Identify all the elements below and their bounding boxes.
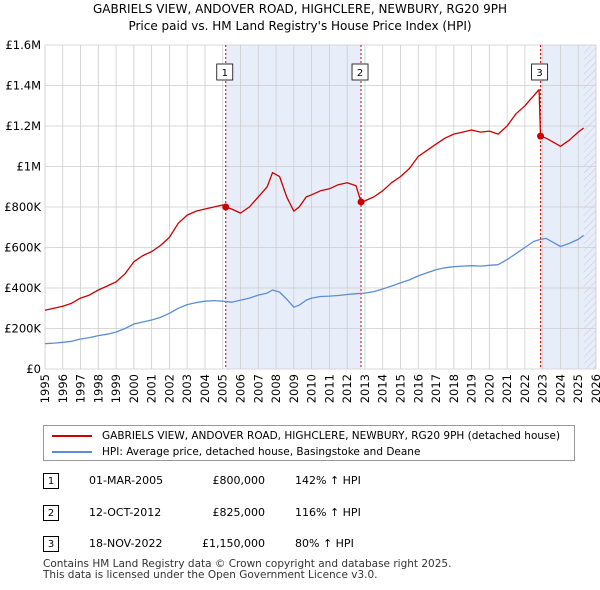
transaction-row: 3 18-NOV-2022 £1,150,000 80% ↑ HPI: [43, 536, 583, 556]
transaction-row: 2 12-OCT-2012 £825,000 116% ↑ HPI: [43, 505, 583, 525]
x-tick-label: 2025: [571, 374, 585, 403]
chart-title: GABRIELS VIEW, ANDOVER ROAD, HIGHCLERE, …: [92, 2, 508, 16]
price-chart: £0 £200K £400K £600K £800K £1M £1.2M £1.4M £1.6M…: [4, 38, 600, 403]
legend-item-hpi: HPI: Average price, detached house, Basi…: [52, 444, 420, 460]
x-tick-label: 2003: [180, 374, 194, 403]
sale-point: [357, 198, 365, 206]
x-tick-label: 2012: [340, 374, 354, 403]
legend-label-hpi: HPI: Average price, detached house, Basi…: [102, 446, 421, 458]
y-tick-label: £1.6M: [5, 38, 41, 52]
x-tick-label: 2009: [287, 374, 301, 403]
series-line-property: [44, 88, 584, 311]
legend-swatch-property: [52, 435, 92, 437]
x-tick-label: 2000: [127, 374, 141, 403]
x-tick-label: 2020: [482, 374, 496, 403]
x-tick-label: 2006: [234, 374, 248, 403]
x-tick-label: 1997: [74, 374, 88, 403]
sale-point: [537, 132, 545, 140]
x-tick-label: 2014: [376, 374, 390, 403]
x-tick-label: 1998: [91, 374, 105, 403]
x-tick-label: 2018: [447, 374, 461, 403]
transaction-price: £1,150,000: [202, 537, 265, 550]
y-tick-label: £200K: [4, 322, 41, 336]
transaction-hpi: 80% ↑ HPI: [295, 537, 354, 550]
x-tick-label: 2011: [322, 374, 336, 403]
transaction-date: 01-MAR-2005: [89, 474, 164, 487]
legend-label-property: GABRIELS VIEW, ANDOVER ROAD, HIGHCLERE, …: [102, 430, 561, 442]
x-tick-label: 2015: [393, 374, 407, 403]
sale-point: [222, 203, 230, 211]
x-tick-label: 2021: [500, 374, 514, 403]
transaction-number: 2: [43, 505, 59, 521]
x-tick-label: 2013: [358, 374, 372, 403]
legend-swatch-hpi: [52, 451, 92, 453]
transaction-number: 1: [43, 473, 59, 489]
footer-licence: This data is licensed under the Open Gov…: [43, 569, 378, 581]
x-tick-label: 2022: [518, 374, 532, 403]
sale-label: 3: [536, 68, 542, 79]
chart-subtitle: Price paid vs. HM Land Registry's House …: [128, 19, 472, 33]
x-tick-label: 2026: [589, 374, 600, 403]
x-tick-label: 1995: [38, 374, 52, 403]
transaction-date: 18-NOV-2022: [89, 537, 163, 550]
transaction-hpi: 116% ↑ HPI: [295, 506, 361, 519]
y-tick-label: £400K: [4, 281, 41, 295]
y-tick-label: £600K: [4, 241, 41, 255]
x-tick-label: 2008: [269, 374, 283, 403]
x-tick-label: 2019: [465, 374, 479, 403]
y-tick-label: £800K: [4, 200, 41, 214]
x-tick-label: 2017: [429, 374, 443, 403]
sale-label-box: [531, 63, 548, 81]
transaction-row: 1 01-MAR-2005 £800,000 142% ↑ HPI: [43, 473, 583, 493]
x-tick-label: 2002: [162, 374, 176, 403]
footer: Contains HM Land Registry data © Crown c…: [43, 559, 451, 581]
transaction-date: 12-OCT-2012: [89, 506, 162, 519]
x-tick-label: 2005: [216, 374, 230, 403]
x-tick-label: 1999: [109, 374, 123, 403]
legend-item-property: GABRIELS VIEW, ANDOVER ROAD, HIGHCLERE, …: [52, 428, 560, 444]
x-tick-label: 2001: [145, 374, 159, 403]
y-tick-label: £1.4M: [5, 79, 41, 93]
transaction-price: £800,000: [212, 474, 266, 487]
transaction-price: £825,000: [212, 506, 266, 519]
x-tick-label: 1996: [56, 374, 70, 403]
y-tick-label: £0: [26, 362, 41, 376]
y-tick-label: £1M: [16, 160, 41, 174]
footer-copyright: Contains HM Land Registry data © Crown c…: [43, 558, 452, 570]
x-tick-label: 2024: [553, 374, 567, 403]
x-tick-label: 2007: [251, 374, 265, 403]
x-tick-label: 2004: [198, 374, 212, 403]
x-tick-label: 2023: [536, 374, 550, 403]
sale-label-box: [351, 63, 369, 81]
transaction-hpi: 142% ↑ HPI: [295, 474, 361, 487]
sale-label-box: [216, 63, 234, 81]
transaction-number: 3: [43, 536, 59, 552]
series-line-hpi: [44, 234, 584, 345]
sale-label: 1: [222, 68, 228, 79]
y-tick-label: £1.2M: [5, 119, 41, 133]
sale-label: 2: [357, 68, 363, 79]
x-tick-label: 2016: [411, 374, 425, 403]
x-tick-label: 2010: [305, 374, 319, 403]
chart-legend: GABRIELS VIEW, ANDOVER ROAD, HIGHCLERE, …: [43, 425, 575, 461]
